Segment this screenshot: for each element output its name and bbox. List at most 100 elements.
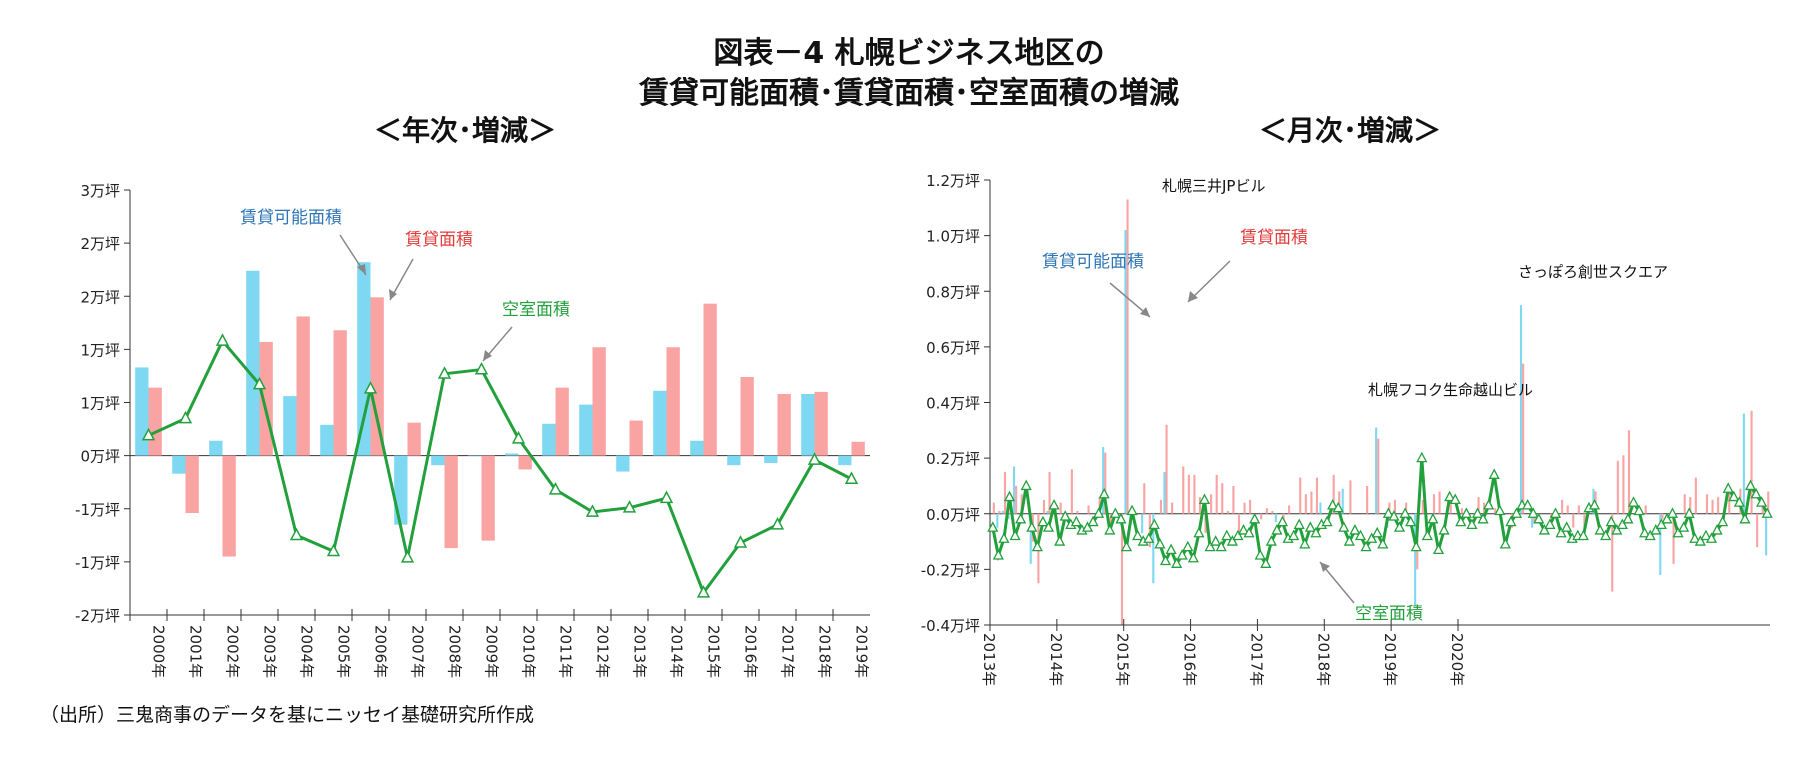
rented-bar <box>1304 494 1307 514</box>
available-bar <box>1163 472 1166 514</box>
vacant-point <box>1410 540 1422 552</box>
rented-bar <box>1622 455 1625 514</box>
rented-bar <box>1421 499 1424 514</box>
y-tick-label: 3万坪 <box>80 182 120 200</box>
rented-bar <box>1717 497 1720 514</box>
rented-bar <box>1215 474 1218 514</box>
y-tick-label: -1万坪 <box>75 554 120 572</box>
x-tick-label: 2009年 <box>483 625 501 678</box>
x-tick-label: 2006年 <box>372 625 390 678</box>
vacant-point <box>585 504 600 517</box>
rented-bar <box>333 330 347 456</box>
vacant-point <box>1644 529 1656 541</box>
available-bar <box>283 396 297 456</box>
available-bar <box>209 440 223 456</box>
available-bar <box>431 455 445 466</box>
vacant-point <box>1393 521 1406 532</box>
rented-bar <box>992 502 995 514</box>
available-bar <box>135 367 149 456</box>
vacant-point <box>1015 512 1027 524</box>
annotation-available: 賃貸可能面積 <box>1042 252 1144 272</box>
available-bar <box>1742 413 1745 514</box>
rented-bar <box>1611 513 1614 592</box>
vacant-point <box>1215 540 1227 552</box>
y-tick-label: 1.2万坪 <box>926 172 980 190</box>
available-bar <box>1765 513 1768 556</box>
vacant-point <box>1666 507 1679 518</box>
vacant-point <box>1750 487 1762 499</box>
rented-bar <box>1644 505 1647 514</box>
vacant-point <box>437 366 452 379</box>
available-bar <box>542 423 556 456</box>
vacant-point <box>1132 529 1144 541</box>
rented-bar <box>1767 491 1770 514</box>
vacant-point <box>141 427 156 441</box>
y-tick-label: 1万坪 <box>80 341 120 359</box>
vacant-point <box>1226 535 1238 546</box>
rented-bar <box>1204 513 1207 534</box>
rented-bar <box>1338 491 1341 514</box>
x-tick-label: 2018年 <box>816 625 834 678</box>
rented-bar <box>1042 499 1046 514</box>
rented-bar <box>1210 494 1213 514</box>
vacant-point <box>1343 535 1355 546</box>
vacant-point <box>1120 540 1133 552</box>
vacant-point <box>1354 529 1367 541</box>
vacant-point <box>400 550 415 563</box>
rented-bar <box>1432 494 1436 514</box>
vacant-point <box>1416 451 1428 463</box>
rented-bar <box>1566 505 1569 514</box>
rented-bar <box>407 422 421 456</box>
vacant-point <box>1115 512 1127 524</box>
vacant-point <box>1332 501 1344 513</box>
vacant-point <box>326 543 341 557</box>
vacant-point <box>1254 549 1266 560</box>
rented-bar <box>1076 510 1079 514</box>
annotation-arrowhead <box>1320 562 1330 572</box>
rented-bar <box>1711 499 1714 514</box>
vacant-point <box>1221 529 1233 541</box>
available-bar <box>1375 427 1378 514</box>
x-tick-label: 2015年 <box>705 625 723 678</box>
rented-bar <box>1349 480 1352 514</box>
rented-bar <box>1015 485 1018 514</box>
vacant-point <box>1455 515 1467 527</box>
rented-bar <box>1533 513 1536 523</box>
vacant-point <box>1249 512 1261 524</box>
available-bar <box>1152 513 1155 584</box>
vacant-point <box>1477 512 1489 524</box>
vacant-point <box>1444 490 1456 502</box>
vacant-point <box>1204 540 1216 552</box>
vacant-point <box>1293 518 1305 530</box>
vacant-point <box>1577 529 1589 541</box>
vacant-point <box>1037 515 1049 527</box>
rented-bar <box>1237 513 1241 536</box>
x-tick-label: 2001年 <box>187 625 205 678</box>
vacant-point <box>659 490 674 504</box>
y-tick-label: -0.2万坪 <box>921 561 980 579</box>
rented-bar <box>1393 499 1397 514</box>
vacant-point <box>1210 535 1222 546</box>
available-bar <box>1102 447 1105 514</box>
vacant-point <box>1533 512 1545 524</box>
rented-bar <box>1549 513 1553 525</box>
vacant-point <box>1700 529 1712 541</box>
rented-bar <box>1728 491 1731 514</box>
rented-bar <box>1182 466 1185 514</box>
vacant-point <box>1522 499 1534 510</box>
vacant-point <box>1093 507 1105 518</box>
figure-title-line1: 図表－4 札幌ビジネス地区の <box>713 36 1105 71</box>
x-tick-label: 2000年 <box>150 625 168 678</box>
rented-bar <box>1159 499 1163 514</box>
annotation-building: 札幌三井JPビル <box>1162 177 1265 195</box>
rented-bar <box>185 455 199 513</box>
available-bar <box>616 455 630 472</box>
vacant-line <box>147 338 853 596</box>
available-bar <box>838 455 852 466</box>
x-tick-label: 2004年 <box>298 625 316 678</box>
vacant-point <box>1555 526 1567 538</box>
rented-bar <box>1315 477 1319 514</box>
vacant-point <box>770 517 785 530</box>
annotation-building: さっぽろ創世スクエア <box>1518 263 1668 281</box>
x-tick-label: 2017年 <box>779 625 797 678</box>
